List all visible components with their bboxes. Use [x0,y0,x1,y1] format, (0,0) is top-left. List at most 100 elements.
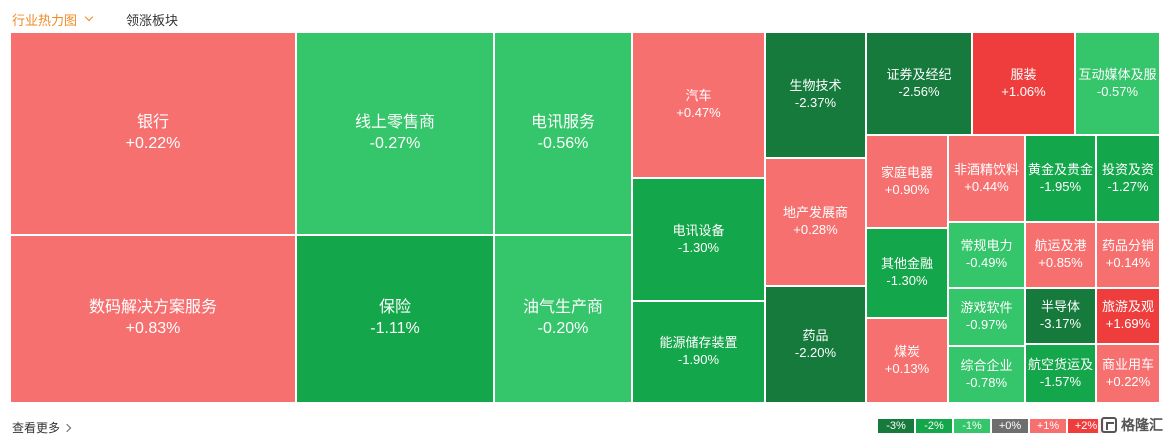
sector-tile[interactable]: 线上零售商 -0.27% [296,32,494,235]
sector-name: 服装 [1010,66,1037,82]
tab-leading-sectors[interactable]: 领涨板块 [126,12,179,28]
sector-change: -0.56% [537,134,589,152]
heatmap-tabs: 行业热力图 领涨板块 [12,10,178,28]
sector-name: 常规电力 [960,238,1013,254]
sector-tile[interactable]: 证券及经纪 -2.56% [866,32,972,135]
sector-tile[interactable]: 非酒精饮料 +0.44% [948,135,1025,222]
sector-name: 航运及港 [1034,238,1087,254]
chevron-right-icon [62,423,72,432]
sector-change: -1.30% [886,273,928,288]
sector-name: 电讯服务 [530,113,595,131]
sector-name: 药品分销 [1101,238,1154,254]
sector-name: 其他金融 [880,256,933,272]
sector-change: +1.06% [1001,83,1046,99]
sector-tile[interactable]: 综合企业 -0.78% [948,346,1025,403]
sector-tile[interactable]: 常规电力 -0.49% [948,222,1025,288]
sector-tile[interactable]: 其他金融 -1.30% [866,228,948,318]
sector-tile[interactable]: 药品 -2.20% [765,286,866,403]
sector-change: -1.57% [1039,373,1082,389]
sector-change: +1.69% [1105,316,1151,331]
view-more-link[interactable]: 查看更多 [12,419,72,436]
sector-change: -2.37% [794,95,837,110]
tab-industry-heatmap[interactable]: 行业热力图 [12,10,94,29]
sector-change: +0.90% [884,181,930,197]
sector-tile[interactable]: 游戏软件 -0.97% [948,288,1025,346]
sector-change: -0.97% [965,317,1008,332]
sector-tile[interactable]: 汽车 +0.47% [632,32,765,178]
sector-tile[interactable]: 服装 +1.06% [972,32,1075,135]
sector-tile[interactable]: 家庭电器 +0.90% [866,135,948,228]
sector-change: +0.14% [1105,255,1151,270]
sector-change: -1.90% [677,352,720,367]
sector-name: 商业用车 [1101,356,1154,372]
sector-name: 煤炭 [893,343,920,359]
sector-change: -1.95% [1039,178,1082,194]
sector-tile[interactable]: 煤炭 +0.13% [866,318,948,403]
sector-name: 互动媒体及服 [1078,66,1157,82]
legend-swatch: -1% [953,418,991,434]
sector-name: 保险 [378,299,411,317]
sector-name: 地产发展商 [782,205,848,221]
logo-icon [1101,417,1117,433]
sector-tile[interactable]: 地产发展商 +0.28% [765,158,866,286]
sector-change: -2.56% [898,83,940,99]
sector-change: -1.30% [677,239,720,255]
sector-tile[interactable]: 能源储存装置 -1.90% [632,301,765,403]
sector-tile[interactable]: 互动媒体及服 -0.57% [1075,32,1160,135]
sector-name: 非酒精饮料 [953,161,1019,177]
sector-name: 旅游及观 [1101,299,1154,315]
sector-name: 油气生产商 [522,299,603,317]
sector-change: +0.47% [676,105,721,120]
sector-tile[interactable]: 电讯设备 -1.30% [632,178,765,301]
view-more-label: 查看更多 [12,421,61,435]
sector-tile[interactable]: 旅游及观 +1.69% [1096,288,1160,344]
sector-name: 药品 [802,327,829,343]
sector-name: 生物技术 [789,78,842,94]
sector-name: 半导体 [1040,299,1080,315]
sector-change: +0.44% [964,178,1009,194]
sector-tile[interactable]: 银行 +0.22% [10,32,296,235]
sector-tile[interactable]: 药品分销 +0.14% [1096,222,1160,288]
sector-tile[interactable]: 电讯服务 -0.56% [494,32,632,235]
sector-tile[interactable]: 投资及资 -1.27% [1096,135,1160,222]
legend-swatch: +0% [991,418,1029,434]
sector-name: 线上零售商 [354,113,435,131]
sector-change: +0.22% [125,134,181,152]
sector-name: 投资及资 [1101,161,1154,177]
sector-tile[interactable]: 生物技术 -2.37% [765,32,866,158]
color-legend: -3% -2% -1% +0% +1% +2% [877,418,1105,434]
sector-name: 数码解决方案服务 [88,299,217,317]
sector-tile[interactable]: 油气生产商 -0.20% [494,235,632,403]
sector-name: 电讯设备 [672,222,725,238]
sector-tile[interactable]: 数码解决方案服务 +0.83% [10,235,296,403]
sector-change: +0.85% [1038,255,1083,270]
sector-change: -1.27% [1107,178,1149,194]
sector-tile[interactable]: 商业用车 +0.22% [1096,344,1160,403]
sector-change: -0.49% [965,255,1008,270]
sector-name: 家庭电器 [880,164,933,180]
sector-change: -0.78% [965,374,1008,390]
sector-change: -3.17% [1039,316,1082,331]
tab-industry-heatmap-label: 行业热力图 [12,12,78,28]
legend-swatch: -2% [915,418,953,434]
sector-tile[interactable]: 黄金及贵金 -1.95% [1025,135,1096,222]
sector-name: 证券及经纪 [886,66,952,82]
sector-tile[interactable]: 保险 -1.11% [296,235,494,403]
sector-name: 能源储存装置 [659,335,738,351]
sector-tile[interactable]: 航空货运及 -1.57% [1025,344,1096,403]
sector-change: -1.11% [370,320,420,337]
sector-change: +0.83% [125,320,181,337]
sector-tile[interactable]: 半导体 -3.17% [1025,288,1096,344]
sector-change: -0.20% [537,320,589,337]
sector-tile[interactable]: 航运及港 +0.85% [1025,222,1096,288]
sector-change: -2.20% [794,344,837,360]
sector-change: -0.27% [369,134,421,152]
sector-name: 汽车 [685,88,712,104]
legend-swatch: -3% [877,418,915,434]
sector-change: +0.28% [793,222,838,237]
sector-change: +0.13% [884,360,930,376]
sector-name: 综合企业 [960,357,1013,373]
sector-change: +0.22% [1105,373,1151,389]
watermark-logo: 格隆汇 [1098,414,1170,436]
sector-name: 银行 [136,113,169,131]
